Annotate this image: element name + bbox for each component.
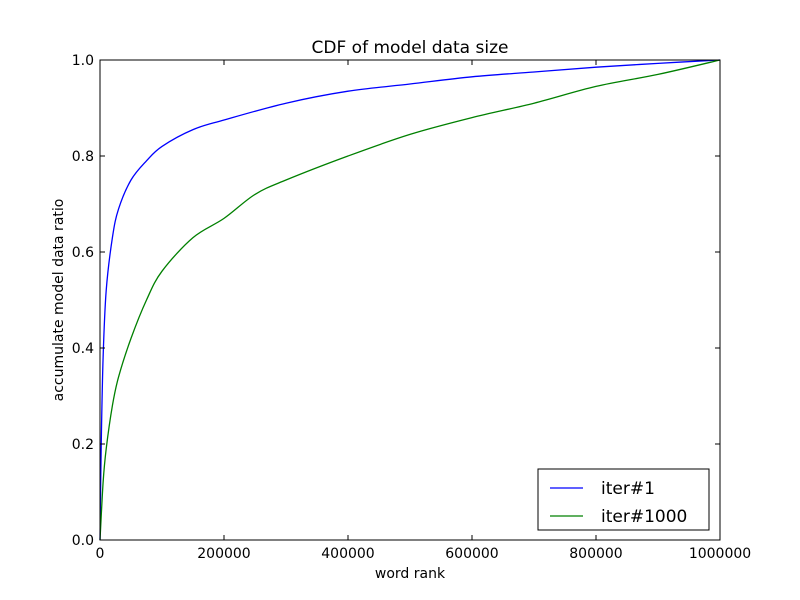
- y-tick-label: 0.8: [72, 149, 94, 165]
- plot-frame: [99, 59, 721, 541]
- y-tick-label: 0.6: [72, 245, 94, 261]
- x-tick-label: 200000: [197, 546, 250, 562]
- legend-box: [537, 468, 710, 531]
- y-tick-label: 1.0: [72, 53, 94, 69]
- legend-label-1: iter#1: [601, 479, 655, 499]
- x-tick-label: 800000: [569, 546, 622, 562]
- series-line-1: [99, 59, 721, 541]
- x-tick-label: 400000: [321, 546, 374, 562]
- y-axis-label: accumulate model data ratio: [51, 199, 67, 402]
- y-tick-label: 0.0: [72, 533, 94, 549]
- x-axis-ticks: 0 200000 400000 600000 800000 1000000: [96, 60, 751, 562]
- y-tick-label: 0.2: [72, 437, 94, 453]
- legend: iter#1 iter#1000: [537, 468, 710, 531]
- chart-title: CDF of model data size: [312, 38, 509, 58]
- x-tick-label: 1000000: [689, 546, 751, 562]
- series-layer: [99, 59, 721, 541]
- x-axis-label: word rank: [375, 566, 446, 582]
- y-tick-label: 0.4: [72, 341, 94, 357]
- series-line-2: [99, 59, 721, 541]
- plot-area: [100, 60, 720, 540]
- y-axis-ticks: 0.0 0.2 0.4 0.6 0.8 1.0: [72, 53, 720, 549]
- x-tick-label: 0: [96, 546, 105, 562]
- x-tick-label: 600000: [445, 546, 498, 562]
- legend-label-2: iter#1000: [601, 507, 687, 527]
